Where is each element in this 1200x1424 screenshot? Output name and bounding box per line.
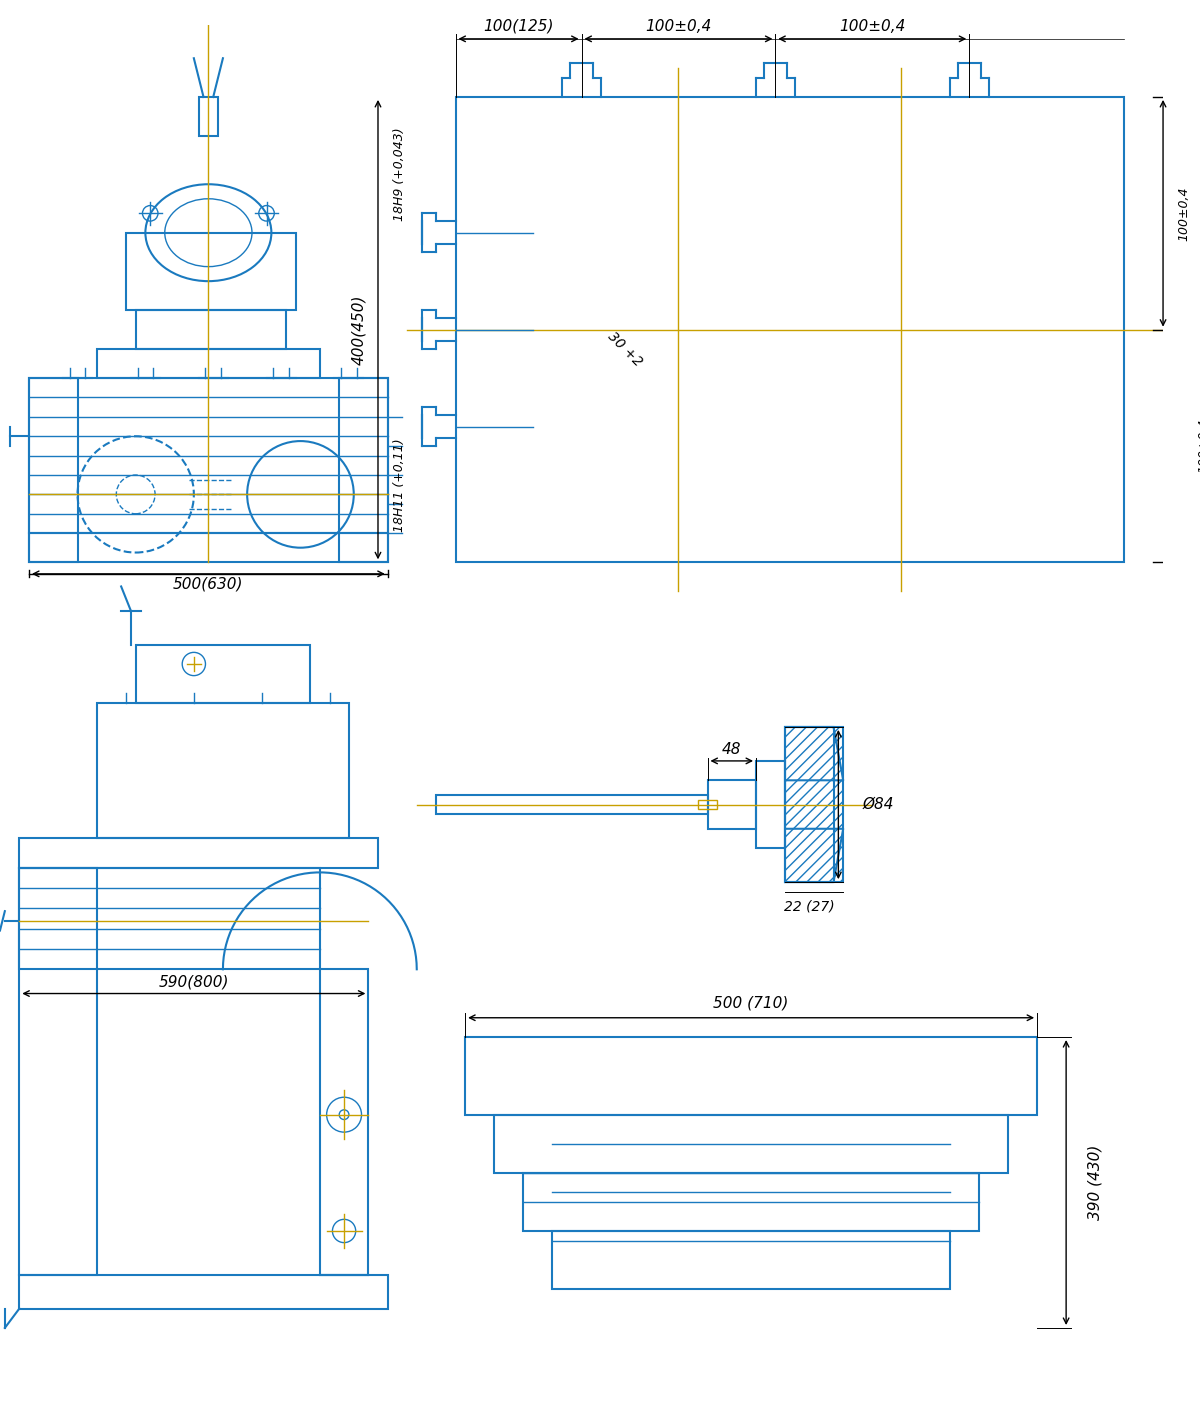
Bar [340, 379, 388, 562]
Bar [456, 97, 1124, 562]
Bar [126, 232, 295, 310]
Bar [19, 867, 97, 1274]
Text: 500(630): 500(630) [173, 577, 244, 591]
Bar [29, 379, 388, 533]
Text: 100±0,4: 100±0,4 [839, 19, 906, 34]
Bar [19, 839, 378, 867]
Text: 390 (430): 390 (430) [1087, 1145, 1103, 1220]
Text: 18H9 (+0,043): 18H9 (+0,043) [392, 128, 406, 221]
Text: 30 +2: 30 +2 [605, 329, 646, 369]
Text: 48: 48 [722, 742, 742, 756]
Text: 100±0,4: 100±0,4 [646, 19, 712, 34]
Bar [320, 970, 368, 1274]
Text: 100±0,4: 100±0,4 [1177, 187, 1190, 241]
Text: 100±0,4: 100±0,4 [1196, 419, 1200, 473]
Bar [97, 349, 320, 379]
Bar [199, 97, 218, 135]
Text: Ø84: Ø84 [863, 797, 894, 812]
Text: 18H11 (+0,11): 18H11 (+0,11) [392, 439, 406, 531]
Bar [552, 1230, 950, 1289]
Bar [19, 867, 320, 970]
Text: 590(800): 590(800) [158, 974, 229, 990]
Bar [708, 780, 756, 829]
Bar [436, 795, 708, 815]
Bar [785, 728, 834, 881]
Bar [494, 1115, 1008, 1173]
Text: 400(450): 400(450) [352, 295, 366, 365]
Bar [136, 310, 286, 349]
Text: 100(125): 100(125) [484, 19, 553, 34]
Bar [29, 379, 78, 562]
Bar [136, 645, 310, 703]
Text: 500 (710): 500 (710) [714, 995, 788, 1011]
Text: 22 (27): 22 (27) [784, 900, 835, 913]
Bar [756, 760, 785, 849]
Bar [29, 533, 388, 562]
Bar [97, 703, 349, 839]
Bar [785, 728, 844, 881]
Bar [466, 1037, 1037, 1115]
Bar [19, 1274, 388, 1309]
Bar [698, 800, 718, 809]
Bar [523, 1173, 979, 1230]
